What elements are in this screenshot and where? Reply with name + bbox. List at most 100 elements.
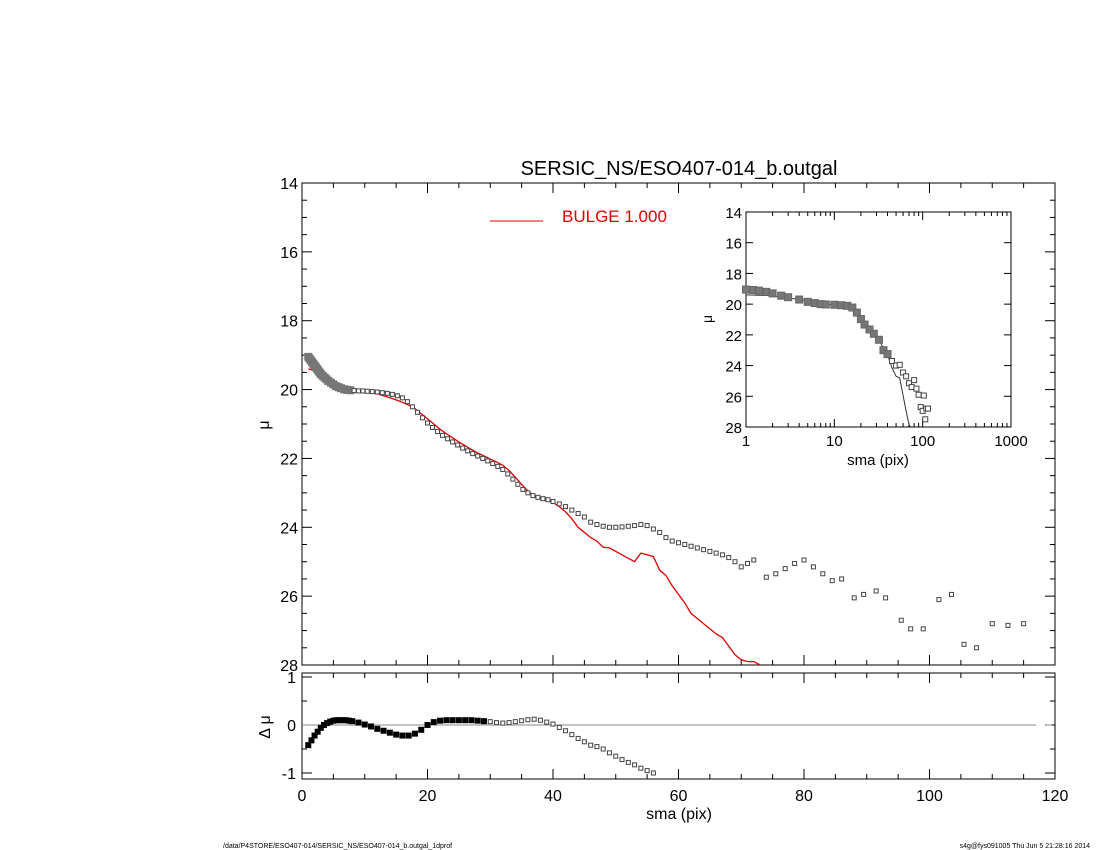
data-point <box>738 564 744 570</box>
data-point <box>1005 622 1011 628</box>
data-point <box>445 436 451 442</box>
data-point <box>820 571 826 577</box>
data-point <box>663 535 669 541</box>
data-point <box>594 522 600 528</box>
data-point <box>384 390 390 396</box>
residual-point <box>314 728 321 735</box>
data-point <box>360 388 366 394</box>
residual-point <box>411 730 418 737</box>
data-point <box>908 626 914 632</box>
residual-point <box>305 742 312 749</box>
data-point <box>676 540 681 546</box>
inset-y-tick-label: 26 <box>725 389 742 406</box>
data-point <box>440 432 446 438</box>
residual-point <box>494 720 500 726</box>
data-point <box>550 498 556 504</box>
residual-x-tick-label: 80 <box>795 788 813 805</box>
residual-x-tick-label: 40 <box>544 788 562 805</box>
residual-point <box>500 720 506 726</box>
residual-y-tick-labels: -1 0 1 <box>282 670 296 783</box>
data-point <box>495 463 501 469</box>
residual-point <box>537 717 543 723</box>
inset-x-axis-label: sma (pix) <box>847 452 909 469</box>
data-point <box>657 529 663 535</box>
residual-point <box>525 717 531 723</box>
data-point <box>399 395 405 401</box>
main-y-tick-label: 26 <box>280 589 298 606</box>
residual-point <box>556 724 562 730</box>
residual-point <box>619 757 625 763</box>
data-point <box>810 564 816 570</box>
data-point <box>625 523 631 529</box>
residual-point <box>468 717 475 724</box>
inset-ticks <box>745 211 1012 428</box>
main-title: SERSIC_NS/ESO407-014_b.outgal <box>521 158 838 180</box>
data-point <box>556 501 562 507</box>
inset-y-tick-label: 22 <box>725 328 742 345</box>
residual-point <box>650 770 656 776</box>
data-point <box>989 621 995 627</box>
data-point <box>694 545 700 551</box>
residual-point <box>393 731 400 738</box>
data-point <box>792 560 798 566</box>
data-point <box>389 391 395 397</box>
data-point <box>883 595 889 601</box>
data-point <box>613 524 619 530</box>
inset-log-plot: 14 16 18 20 22 24 26 28 1 10 100 1000 μ sma (pix) <box>699 205 1028 469</box>
residual-y-tick-label: 0 <box>287 718 296 735</box>
main-plot-frame <box>301 182 1056 666</box>
footer-timestamp: s4g@fys091005 Thu Jun 5 21:28:16 2014 <box>960 843 1090 850</box>
inset-y-tick-label: 14 <box>725 205 742 222</box>
residual-x-axis-label: sma (pix) <box>646 806 712 823</box>
residual-x-tick-label: 20 <box>419 788 437 805</box>
residual-point <box>544 719 550 725</box>
inset-point <box>908 384 915 391</box>
inset-x-tick-label: 10 <box>826 433 843 450</box>
residual-y-tick-label: 1 <box>287 670 296 687</box>
main-y-tick-label: 18 <box>280 314 298 331</box>
main-y-tick-label: 16 <box>280 245 298 262</box>
data-point <box>751 557 757 563</box>
main-y-tick-label: 22 <box>280 451 298 468</box>
inset-point <box>784 293 793 302</box>
residual-point <box>418 726 425 733</box>
data-point <box>898 617 904 623</box>
data-point <box>480 455 486 461</box>
data-point <box>619 524 625 530</box>
residual-point <box>581 739 587 745</box>
data-point <box>530 493 536 499</box>
inset-point <box>925 405 932 412</box>
residual-point <box>368 723 375 730</box>
inset-point <box>754 286 763 295</box>
residual-x-tick-label: 60 <box>670 788 688 805</box>
data-point <box>773 571 779 577</box>
data-point <box>563 504 569 510</box>
residual-point <box>531 716 537 722</box>
data-point <box>936 597 942 603</box>
data-point <box>470 451 476 457</box>
inset-y-tick-label: 24 <box>725 359 742 376</box>
inset-point <box>922 416 929 423</box>
data-point <box>588 519 594 525</box>
inset-point <box>852 308 861 317</box>
residual-point <box>600 746 606 752</box>
residual-plot-frame <box>301 672 1056 780</box>
residual-point <box>437 717 444 724</box>
data-point <box>465 448 471 454</box>
inset-x-tick-label: 1 <box>742 433 750 450</box>
inset-y-tick-label: 16 <box>725 236 742 253</box>
residual-point <box>594 744 600 750</box>
inset-point <box>896 361 903 368</box>
residual-y-tick-label: -1 <box>282 766 296 783</box>
inset-y-tick-label: 18 <box>725 266 742 283</box>
data-point <box>719 552 725 558</box>
residual-point <box>449 717 456 724</box>
data-point <box>707 548 713 554</box>
inset-point <box>830 300 839 309</box>
inset-x-tick-labels: 1 10 100 1000 <box>742 433 1028 450</box>
residual-point <box>487 719 493 725</box>
data-point <box>351 388 357 394</box>
residual-point <box>311 732 318 739</box>
data-point <box>419 415 425 421</box>
